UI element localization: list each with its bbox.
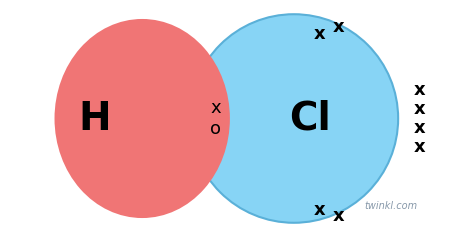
Text: x: x [314,25,326,43]
Text: twinkl.com: twinkl.com [365,201,418,211]
Text: o: o [210,120,221,138]
Text: Cl: Cl [290,100,331,137]
Text: x: x [414,119,425,137]
Text: x: x [210,99,221,117]
Text: x: x [333,207,345,225]
Text: x: x [414,138,425,156]
Ellipse shape [190,14,398,223]
Text: x: x [414,100,425,118]
Ellipse shape [55,19,230,218]
Text: x: x [414,81,425,99]
Text: H: H [79,100,111,137]
Text: x: x [314,201,326,219]
Text: x: x [333,18,345,36]
